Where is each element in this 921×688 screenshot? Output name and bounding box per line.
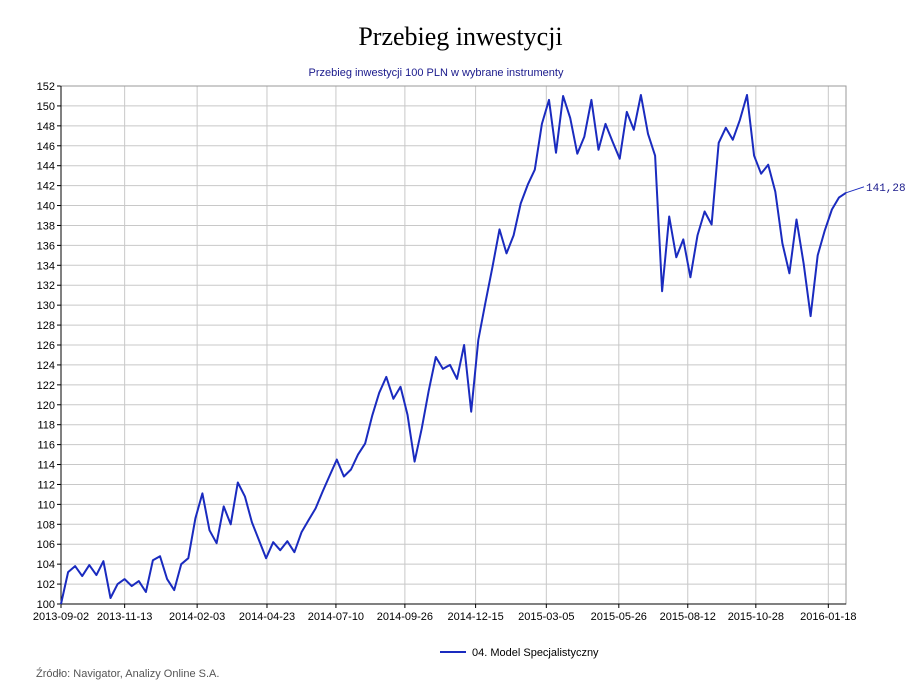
x-tick-label: 2015-10-28 bbox=[728, 611, 784, 623]
y-tick-label: 120 bbox=[37, 400, 55, 412]
y-tick-label: 138 bbox=[37, 220, 55, 232]
y-tick-label: 144 bbox=[37, 161, 55, 173]
y-tick-label: 100 bbox=[37, 599, 55, 611]
chart-title: Przebieg inwestycji bbox=[358, 22, 563, 51]
y-tick-label: 148 bbox=[37, 121, 55, 133]
x-tick-label: 2015-03-05 bbox=[518, 611, 574, 623]
y-tick-label: 140 bbox=[37, 201, 55, 213]
y-tick-label: 126 bbox=[37, 340, 55, 352]
y-tick-label: 122 bbox=[37, 380, 55, 392]
y-tick-label: 142 bbox=[37, 181, 55, 193]
x-tick-label: 2014-07-10 bbox=[308, 611, 364, 623]
y-tick-label: 128 bbox=[37, 320, 55, 332]
y-tick-label: 114 bbox=[37, 460, 55, 472]
x-tick-label: 2016-01-18 bbox=[800, 611, 856, 623]
series-line bbox=[60, 94, 847, 605]
y-tick-label: 116 bbox=[37, 440, 55, 452]
end-label-leader bbox=[845, 186, 865, 194]
y-tick-label: 124 bbox=[37, 360, 55, 372]
chart-subtitle: Przebieg inwestycji 100 PLN w wybrane in… bbox=[309, 67, 564, 79]
x-tick-label: 2014-12-15 bbox=[447, 611, 503, 623]
y-tick-label: 110 bbox=[37, 499, 55, 511]
y-tick-label: 108 bbox=[37, 519, 55, 531]
source-note: Źródło: Navigator, Analizy Online S.A. bbox=[36, 668, 220, 680]
y-tick-label: 152 bbox=[37, 81, 55, 93]
x-tick-label: 2014-09-26 bbox=[377, 611, 433, 623]
series-layer: 141,28 bbox=[60, 94, 906, 605]
x-tick-label: 2013-11-13 bbox=[97, 611, 152, 623]
x-tick-label: 2014-02-03 bbox=[169, 611, 225, 623]
x-tick-label: 2015-05-26 bbox=[591, 611, 647, 623]
y-tick-label: 102 bbox=[37, 579, 55, 591]
axes: 100 102 104 106 108 110 112 114 116 118 120 122 124 1… bbox=[33, 81, 857, 623]
y-tick-label: 132 bbox=[37, 280, 55, 292]
y-tick-label: 150 bbox=[37, 101, 55, 113]
x-tick-label: 2014-04-23 bbox=[239, 611, 295, 623]
end-value-label: 141,28 bbox=[866, 183, 906, 195]
x-tick-label: 2013-09-02 bbox=[33, 611, 89, 623]
y-tick-label: 118 bbox=[37, 420, 55, 432]
y-tick-label: 134 bbox=[37, 260, 55, 272]
y-tick-label: 136 bbox=[37, 240, 55, 252]
x-tick-label: 2015-08-12 bbox=[660, 611, 716, 623]
y-tick-label: 130 bbox=[37, 300, 55, 312]
y-tick-label: 146 bbox=[37, 141, 55, 153]
y-tick-label: 104 bbox=[37, 559, 55, 571]
legend-label: 04. Model Specjalistyczny bbox=[472, 647, 599, 659]
grid bbox=[60, 85, 846, 605]
legend: 04. Model Specjalistyczny bbox=[440, 647, 599, 659]
y-tick-label: 106 bbox=[37, 539, 55, 551]
y-tick-label: 112 bbox=[37, 479, 55, 491]
